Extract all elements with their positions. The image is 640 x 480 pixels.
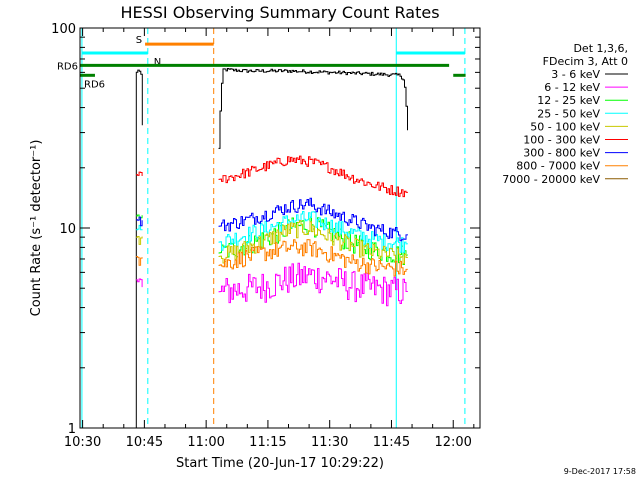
x-tick-label: 11:30 bbox=[311, 435, 348, 450]
legend-header-line-2: FDecim 3, Att 0 bbox=[543, 55, 628, 68]
legend-entry-label: 50 - 100 keV bbox=[530, 120, 600, 133]
footer-date: 9-Dec-2017 17:58 bbox=[564, 467, 636, 476]
axes-layer: 10:30 10:45 11:00 11:15 11:30 11:45 12:00 1 10 10… bbox=[51, 22, 480, 450]
x-tick-label: 12:00 bbox=[434, 435, 471, 450]
series-line bbox=[218, 220, 408, 265]
x-tick-label: 11:15 bbox=[249, 435, 286, 450]
legend-entry-label: 800 - 7000 keV bbox=[516, 160, 600, 173]
x-tick-label: 11:45 bbox=[373, 435, 410, 450]
legend-entry-label: 6 - 12 keV bbox=[544, 81, 600, 94]
legend-entry-label: 12 - 25 keV bbox=[537, 94, 600, 107]
annotation-bar-label: N bbox=[154, 57, 161, 68]
series-line bbox=[136, 224, 143, 231]
y-tick-label: 10 bbox=[59, 222, 76, 237]
plot-content: S N RD6 RD6 bbox=[57, 28, 466, 429]
legend-header-line-1: Det 1,3,6, bbox=[573, 42, 628, 55]
y-axis-label: Count Rate (s⁻¹ detector⁻¹) bbox=[29, 140, 44, 317]
series-line bbox=[218, 262, 408, 307]
annotation-bar-label: S bbox=[136, 35, 142, 46]
legend-entry-label: 3 - 6 keV bbox=[551, 68, 600, 81]
x-tick-label: 10:45 bbox=[126, 435, 163, 450]
series-line bbox=[136, 216, 143, 227]
series-line bbox=[218, 68, 408, 149]
series-line bbox=[218, 197, 408, 242]
series-line bbox=[134, 69, 143, 429]
series-line bbox=[218, 239, 408, 277]
y-tick-label: 1 bbox=[68, 422, 76, 437]
series-line bbox=[136, 278, 143, 288]
annotation-bar-label: RD6 bbox=[84, 79, 105, 90]
legend-entry-label: 100 - 300 keV bbox=[523, 134, 600, 147]
chart-title: HESSI Observing Summary Count Rates bbox=[120, 3, 439, 22]
x-tick-label: 10:30 bbox=[64, 435, 101, 450]
series-line bbox=[136, 236, 143, 245]
legend-entry-label: 7000 - 20000 keV bbox=[502, 173, 600, 186]
y-tick-label: 100 bbox=[51, 22, 76, 37]
series-line bbox=[136, 256, 143, 266]
x-tick-label: 11:00 bbox=[187, 435, 224, 450]
x-axis-label: Start Time (20-Jun-17 10:29:22) bbox=[176, 456, 384, 471]
legend-entry-label: 300 - 800 keV bbox=[523, 147, 600, 160]
annotation-bar-label: RD6 bbox=[57, 61, 78, 72]
series-line bbox=[218, 155, 408, 198]
legend-entry-label: 25 - 50 keV bbox=[537, 107, 600, 120]
series-line bbox=[136, 171, 143, 176]
